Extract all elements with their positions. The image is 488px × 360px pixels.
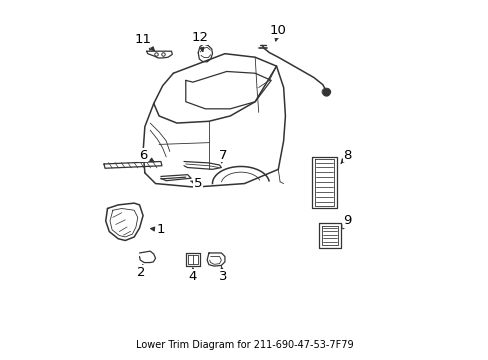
Text: 5: 5: [190, 177, 202, 190]
Text: 12: 12: [191, 31, 208, 51]
Text: 10: 10: [269, 24, 286, 41]
Text: 11: 11: [134, 33, 154, 51]
Text: 8: 8: [340, 149, 351, 163]
Text: 9: 9: [342, 215, 351, 229]
Text: 7: 7: [219, 149, 227, 163]
Text: 3: 3: [219, 266, 227, 283]
Text: 6: 6: [139, 149, 154, 162]
Text: 2: 2: [137, 265, 145, 279]
Text: 4: 4: [188, 268, 197, 283]
Text: Lower Trim Diagram for 211-690-47-53-7F79: Lower Trim Diagram for 211-690-47-53-7F7…: [135, 340, 353, 350]
Text: 1: 1: [150, 223, 165, 236]
